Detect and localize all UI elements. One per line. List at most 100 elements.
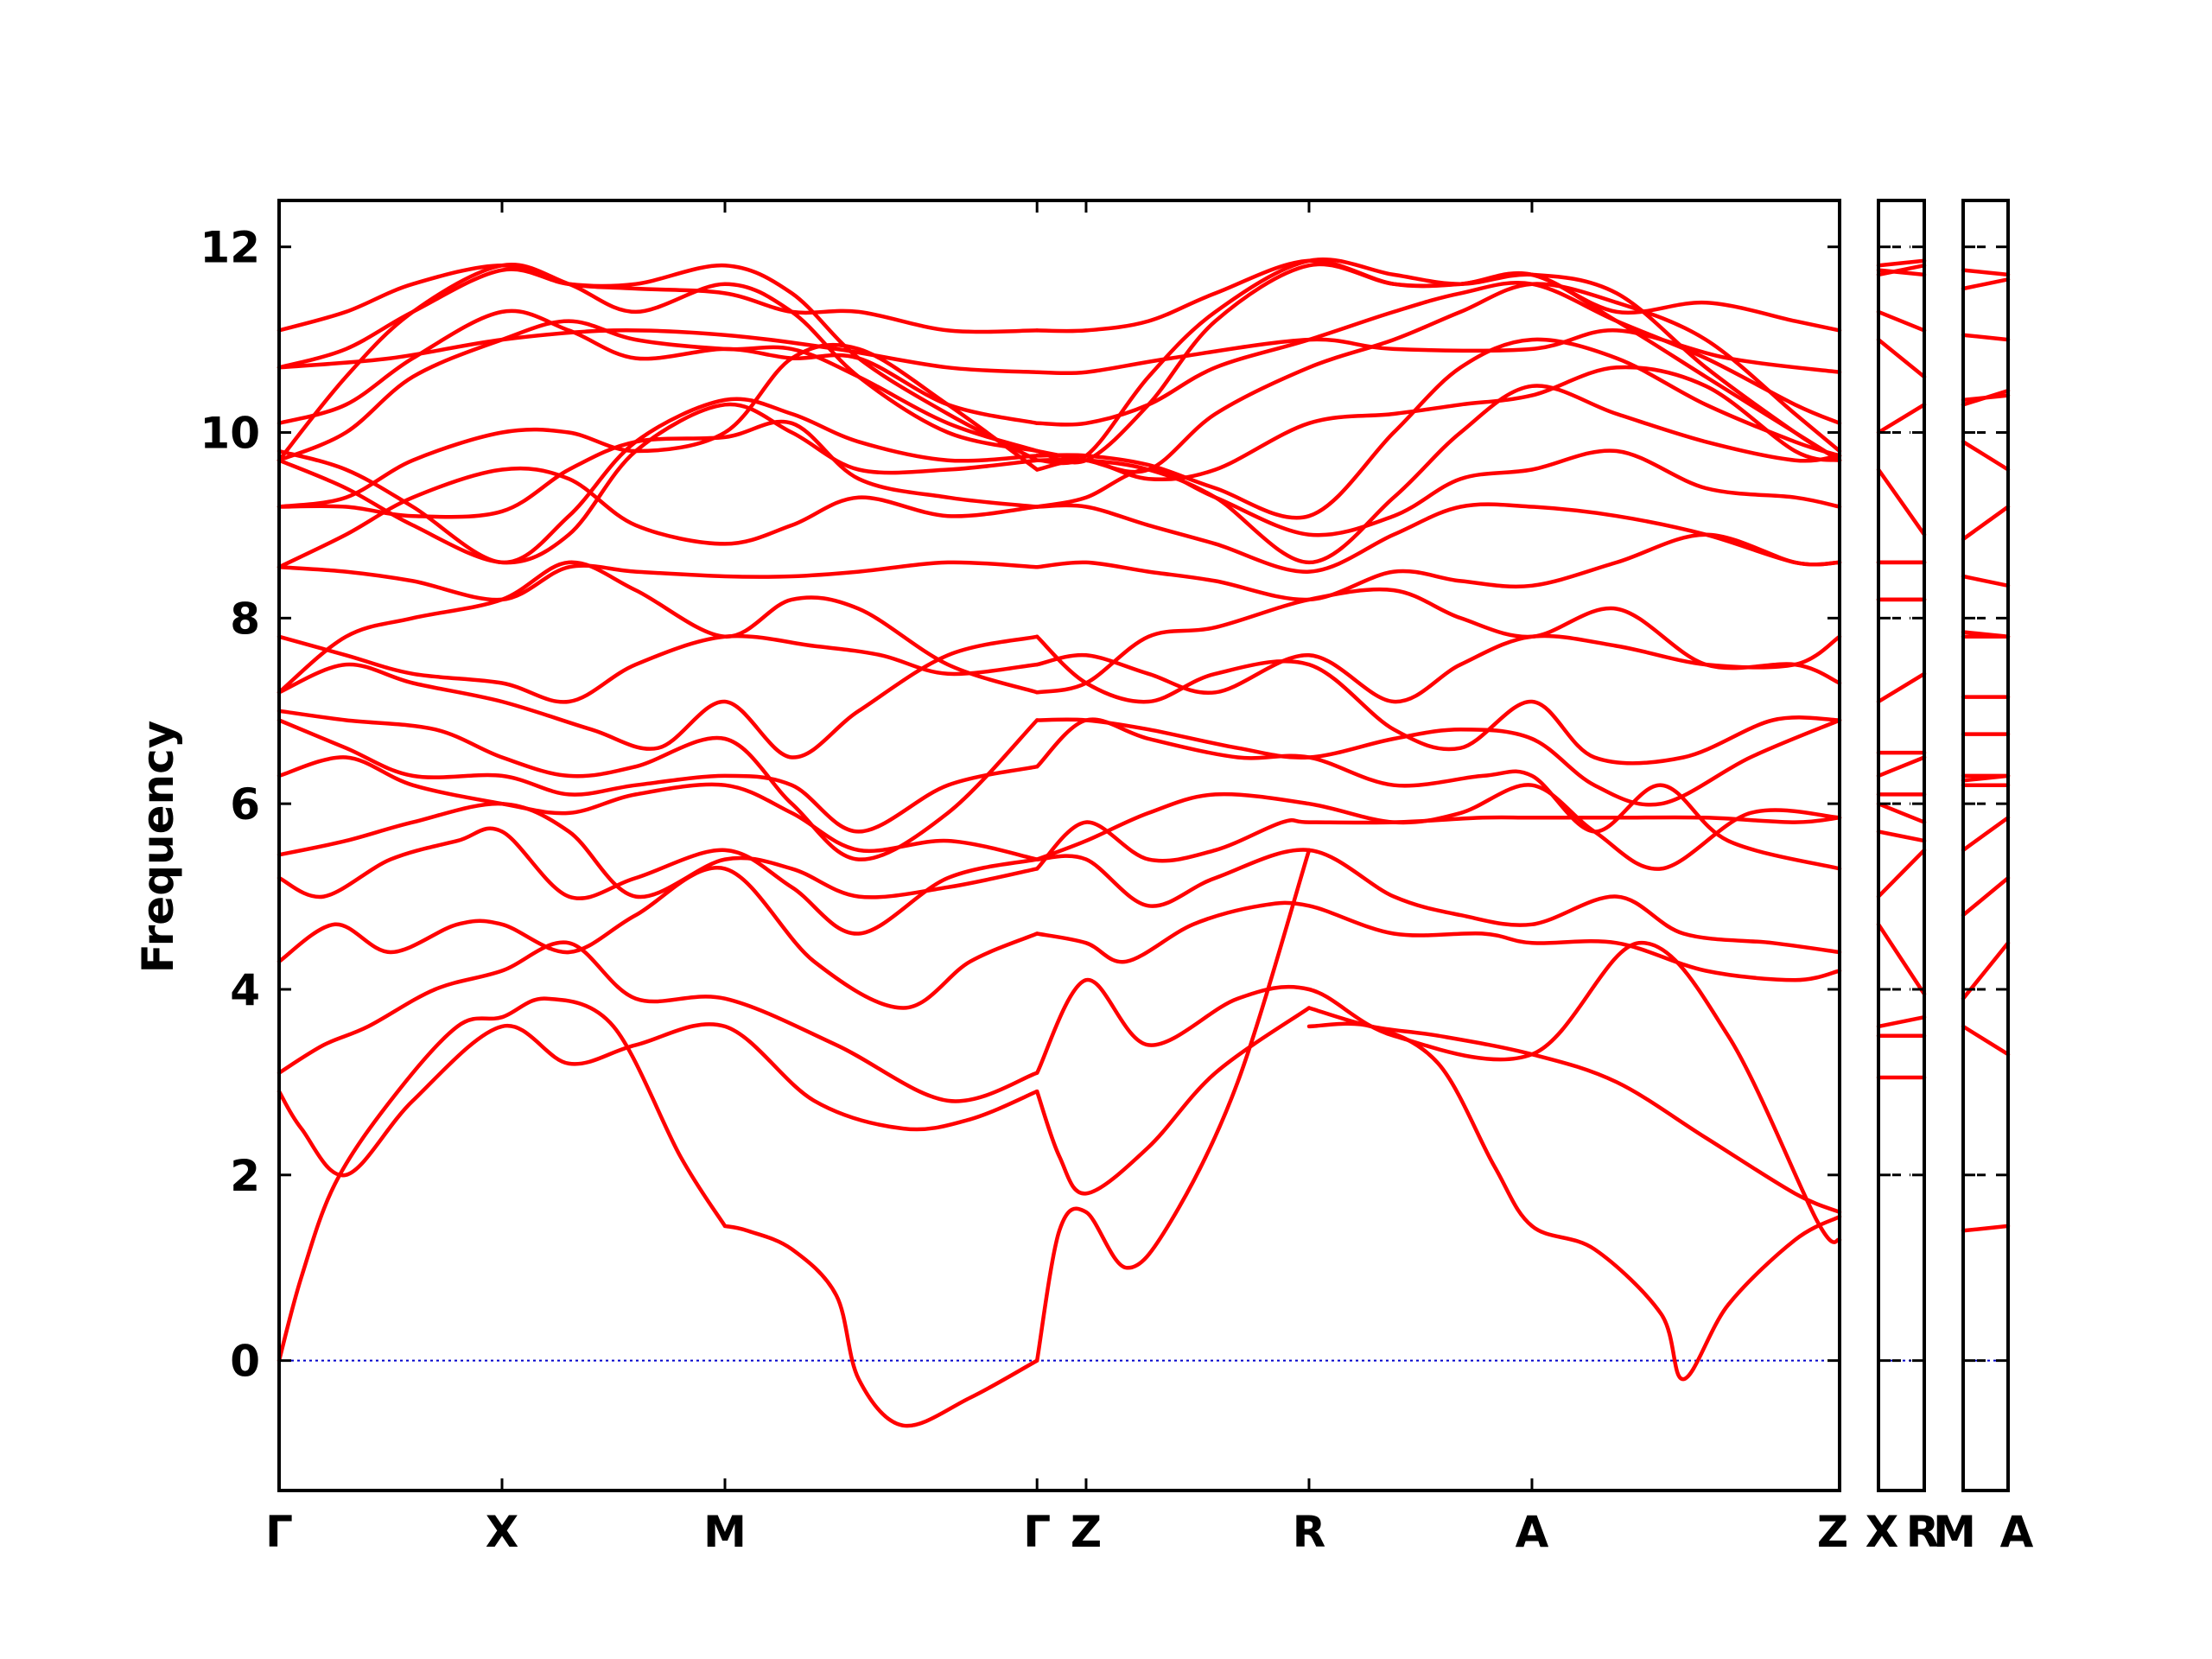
band-line bbox=[1034, 815, 1842, 871]
band-line bbox=[276, 262, 1039, 462]
band-line bbox=[1034, 634, 1842, 766]
band-line bbox=[1961, 816, 2011, 853]
band-line bbox=[1961, 630, 2011, 639]
band-line bbox=[1876, 268, 1927, 277]
band-line bbox=[1961, 268, 2011, 277]
plot-frame bbox=[1877, 199, 1926, 1492]
x-tick-label: Γ bbox=[265, 1507, 293, 1557]
band-line bbox=[1876, 830, 1927, 843]
band-line bbox=[1034, 328, 1842, 376]
band-line bbox=[1034, 365, 1842, 482]
band-line bbox=[1961, 505, 2011, 542]
band-line bbox=[1876, 671, 1927, 704]
band-line bbox=[1876, 403, 1927, 435]
band-line bbox=[1876, 922, 1927, 996]
band-line bbox=[1034, 848, 1842, 955]
band-line bbox=[1961, 333, 2011, 342]
band-line bbox=[1961, 574, 2011, 588]
x-tick-label: R bbox=[1293, 1507, 1326, 1557]
band-line bbox=[1306, 1006, 1842, 1215]
band-line bbox=[1034, 941, 1842, 1244]
x-tick-label: Z bbox=[1071, 1507, 1102, 1557]
band-line bbox=[1876, 848, 1927, 899]
band-line bbox=[276, 263, 1039, 334]
band-line bbox=[276, 866, 1039, 1010]
band-line bbox=[1034, 258, 1842, 334]
x-tick-label: R bbox=[1906, 1507, 1940, 1557]
plot-frame bbox=[277, 199, 1841, 1492]
band-line bbox=[1034, 384, 1842, 565]
y-tick-label: 4 bbox=[230, 965, 260, 1015]
band-line bbox=[276, 755, 1039, 861]
band-line bbox=[1961, 1024, 2011, 1057]
band-line bbox=[1034, 783, 1842, 871]
band-line bbox=[1961, 393, 2011, 403]
band-line bbox=[276, 397, 1039, 565]
band-line bbox=[1876, 263, 1927, 277]
band-line bbox=[1306, 1021, 1842, 1382]
band-line bbox=[276, 940, 1039, 1103]
plot-frame bbox=[1961, 199, 2010, 1492]
band-line bbox=[276, 263, 1039, 462]
x-tick-label: A bbox=[2000, 1507, 2034, 1557]
band-line bbox=[1034, 502, 1842, 574]
panel-frames bbox=[277, 199, 2010, 1492]
y-axis-label: Frequency bbox=[133, 721, 183, 974]
y-tick-label: 0 bbox=[230, 1337, 260, 1387]
band-line bbox=[276, 996, 728, 1363]
band-line bbox=[1876, 258, 1927, 268]
phonon-bands bbox=[276, 257, 2011, 1428]
x-tick-label: M bbox=[1933, 1507, 1976, 1557]
band-line bbox=[1034, 717, 1842, 807]
y-tick-label: 12 bbox=[200, 223, 260, 273]
x-tick-label: X bbox=[486, 1507, 519, 1557]
band-line bbox=[1961, 875, 2011, 918]
band-line bbox=[1961, 1224, 2011, 1233]
band-line bbox=[1961, 277, 2011, 291]
y-tick-label: 6 bbox=[230, 779, 260, 830]
band-line bbox=[1876, 467, 1927, 537]
x-tick-label: M bbox=[703, 1507, 747, 1557]
y-tick-label: 10 bbox=[200, 409, 260, 459]
band-line bbox=[1034, 717, 1842, 871]
band-line bbox=[276, 634, 1039, 760]
y-tick-label: 8 bbox=[230, 594, 260, 644]
band-line bbox=[1034, 848, 1312, 1363]
band-line bbox=[1034, 587, 1842, 695]
band-line bbox=[1034, 282, 1842, 474]
x-tick-label: Z bbox=[1817, 1507, 1848, 1557]
band-line bbox=[1876, 801, 1927, 824]
band-line bbox=[276, 466, 1039, 569]
x-tick-label: A bbox=[1516, 1507, 1549, 1557]
band-line bbox=[276, 1022, 1039, 1178]
band-line bbox=[276, 327, 1039, 374]
band-line bbox=[1876, 755, 1927, 779]
band-line bbox=[1876, 1014, 1927, 1029]
band-line bbox=[1034, 337, 1842, 520]
axis-ticks bbox=[277, 200, 2010, 1491]
band-line bbox=[1876, 309, 1927, 333]
band-line bbox=[276, 633, 1039, 704]
band-line bbox=[276, 718, 1039, 834]
band-line bbox=[1034, 257, 1842, 466]
band-line bbox=[276, 319, 1039, 462]
y-tick-label: 2 bbox=[230, 1151, 260, 1201]
band-line bbox=[276, 709, 1039, 861]
x-tick-label: X bbox=[1866, 1507, 1899, 1557]
x-tick-label: Γ bbox=[1023, 1507, 1051, 1557]
band-line bbox=[1034, 532, 1842, 602]
band-line bbox=[276, 560, 1039, 602]
band-line bbox=[276, 308, 1039, 426]
band-line bbox=[1876, 337, 1927, 379]
band-line bbox=[1961, 440, 2011, 472]
band-line bbox=[276, 801, 1039, 899]
band-line bbox=[276, 342, 1039, 509]
band-line bbox=[1034, 1006, 1312, 1196]
band-line bbox=[276, 826, 1039, 936]
band-line bbox=[1961, 941, 2011, 1001]
band-line bbox=[722, 1224, 1039, 1428]
band-line bbox=[276, 560, 1039, 695]
band-line bbox=[1034, 900, 1842, 982]
